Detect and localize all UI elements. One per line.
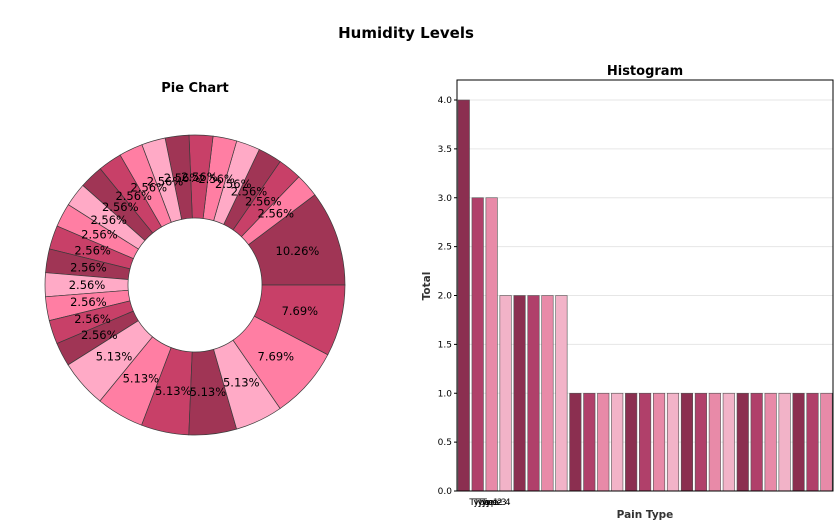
pie-slice-label: 2.56% — [81, 328, 118, 342]
pie-slice-label: 2.56% — [147, 174, 184, 188]
pie-slice-label: 5.13% — [190, 385, 227, 399]
x-tick-label: Type 1 — [468, 498, 498, 508]
histogram-title: Histogram — [607, 64, 683, 79]
histogram-bar — [694, 392, 707, 492]
y-tick-label: 3.0 — [438, 194, 453, 204]
pie-slices — [44, 134, 346, 436]
histogram-xlabel: Pain Type — [617, 509, 674, 521]
pie-slice — [253, 284, 346, 356]
histogram-bar — [583, 392, 596, 492]
histogram-bar — [750, 392, 763, 492]
pie-slice-label: 2.56% — [231, 184, 268, 198]
histogram-bar — [597, 392, 610, 492]
y-tick-label: 1.0 — [438, 389, 453, 399]
pie-slice-label: 7.69% — [258, 350, 295, 364]
histogram-bar — [708, 392, 721, 492]
histogram-bar — [541, 295, 554, 492]
histogram-bars — [457, 99, 833, 492]
x-tick-label: Type 2 — [472, 498, 502, 508]
pie-chart: Pie Chart 10.26%2.56%2.56%2.56%2.56%2.56… — [44, 81, 346, 436]
histogram-bar — [639, 392, 652, 492]
y-tick-label: 0.5 — [438, 438, 452, 448]
histogram-bar — [569, 392, 582, 492]
y-tick-label: 2.0 — [438, 292, 453, 302]
pie-slice-label: 2.56% — [69, 278, 106, 292]
histogram-bar — [513, 295, 526, 492]
histogram-bar — [555, 295, 568, 492]
pie-slice-label: 5.13% — [96, 349, 133, 363]
pie-slice-label: 2.56% — [74, 312, 111, 326]
pie-slice-label: 2.56% — [164, 171, 201, 185]
histogram-ylabel: Total — [421, 272, 433, 301]
histogram-bar — [778, 392, 791, 492]
pie-slice-label: 5.13% — [223, 376, 260, 390]
histogram-y-ticks: 0.0 0.5 1.0 1.5 2.0 2.5 3.0 3.5 4.0 — [438, 96, 457, 497]
histogram-frame — [456, 79, 834, 492]
histogram-bar — [485, 197, 498, 492]
y-tick-label: 0.0 — [438, 487, 453, 497]
pie-slice-label: 5.13% — [123, 371, 160, 385]
y-tick-label: 3.5 — [438, 145, 452, 155]
histogram-bar — [666, 392, 680, 492]
histogram-bar — [471, 197, 484, 492]
histogram-bar — [457, 99, 470, 492]
histogram-bar — [722, 392, 735, 492]
pie-slice-label: 2.56% — [90, 213, 127, 227]
pie-slice-label: 2.56% — [198, 172, 235, 186]
histogram-bar — [820, 392, 833, 492]
y-tick-label: 1.5 — [438, 340, 452, 350]
pie-slice-label: 2.56% — [81, 228, 118, 242]
x-tick-label: Type 3 — [476, 498, 506, 508]
y-tick-label: 4.0 — [438, 96, 453, 106]
pie-slice-label: 5.13% — [155, 384, 192, 398]
histogram-bar — [764, 392, 777, 492]
pie-slice-label: 2.56% — [70, 295, 107, 309]
y-tick-label: 2.5 — [438, 243, 452, 253]
figure-title: Humidity Levels — [338, 24, 474, 42]
pie-slice-label: 2.56% — [115, 189, 152, 203]
pie-chart-title: Pie Chart — [161, 81, 229, 96]
histogram-bar — [806, 392, 819, 492]
histogram-bar — [611, 392, 624, 492]
histogram-bar — [652, 392, 666, 492]
pie-slice-label: 2.56% — [258, 206, 295, 220]
pie-labels: 10.26%2.56%2.56%2.56%2.56%2.56%2.56%2.56… — [69, 170, 320, 399]
x-tick-label: Type 4 — [480, 498, 511, 508]
histogram-bar — [736, 392, 749, 492]
pie-slice-label: 2.56% — [245, 194, 282, 208]
pie-slice-label: 2.56% — [215, 177, 252, 191]
histogram-chart: Histogram 0.0 0.5 1.0 1.5 2.0 2.5 3.0 3.5 4.0 Ty… — [421, 64, 834, 521]
histogram-bar — [499, 295, 512, 492]
pie-slice-label: 2.56% — [181, 170, 218, 184]
pie-slice-label: 2.56% — [102, 200, 139, 214]
histogram-bar — [625, 392, 638, 492]
pie-slice-label: 2.56% — [130, 180, 167, 194]
histogram-bar — [527, 295, 540, 492]
histogram-bar — [680, 392, 694, 492]
pie-slice-label: 2.56% — [70, 261, 107, 275]
histogram-bar — [792, 392, 805, 492]
pie-slice-label: 7.69% — [282, 304, 319, 318]
pie-slice-label: 2.56% — [74, 244, 111, 258]
pie-slice-label: 10.26% — [276, 244, 320, 258]
